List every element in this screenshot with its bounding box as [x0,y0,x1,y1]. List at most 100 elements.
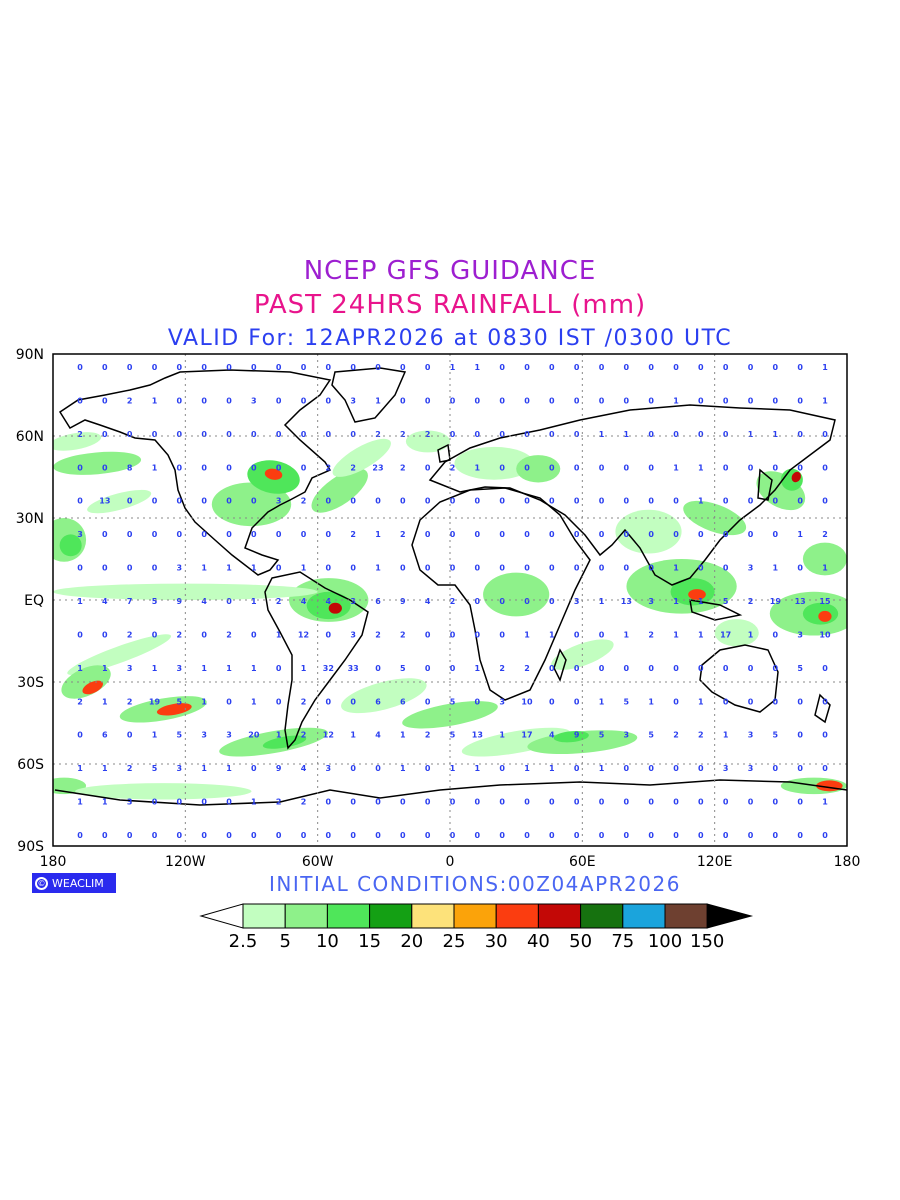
grid-value: 0 [425,697,431,706]
grid-value: 0 [326,564,332,573]
grid-value: 0 [400,497,406,506]
map-title: NCEP GFS GUIDANCE [303,256,597,286]
grid-value: 1 [599,697,605,706]
grid-value: 0 [723,564,729,573]
grid-value: 1 [624,430,630,439]
grid-value: 0 [723,831,729,840]
grid-value: 0 [673,764,679,773]
grid-value: 2 [276,597,282,606]
colorbar-label: 20 [400,931,423,952]
grid-value: 0 [425,497,431,506]
grid-value: 0 [425,363,431,372]
grid-value: 0 [822,430,828,439]
grid-value: 0 [624,463,630,472]
grid-value: 0 [77,564,83,573]
grid-value: 5 [400,664,406,673]
grid-value: 0 [499,630,505,639]
grid-value: 0 [624,564,630,573]
grid-value: 0 [748,396,754,405]
grid-value: 2 [400,463,406,472]
grid-value: 0 [549,497,555,506]
grid-value: 0 [251,497,257,506]
grid-value: 2 [673,731,679,740]
grid-value: 33 [348,664,359,673]
grid-value: 2 [748,597,754,606]
grid-value: 1 [773,564,779,573]
initial-conditions: INITIAL CONDITIONS:00Z04APR2026 [269,872,681,896]
grid-value: 0 [350,363,356,372]
colorbar-swatch [242,903,286,929]
grid-value: 0 [648,764,654,773]
grid-value: 0 [574,697,580,706]
grid-value: 0 [127,497,133,506]
rain-band [461,727,571,757]
grid-value: 0 [574,530,580,539]
grid-value: 0 [524,463,530,472]
grid-value: 0 [773,831,779,840]
grid-value: 2 [127,697,133,706]
grid-value: 0 [797,798,803,807]
rain-band [311,468,368,513]
grid-value: 0 [450,664,456,673]
lon-tick-label: 60W [302,854,334,870]
grid-value: 1 [77,764,83,773]
grid-value: 0 [177,396,183,405]
grid-value: 0 [350,697,356,706]
grid-value: 0 [748,697,754,706]
grid-value: 2 [450,463,456,472]
grid-value: 0 [698,396,704,405]
grid-value: 2 [350,463,356,472]
grid-value: 1 [375,530,381,539]
grid-value: 2 [400,530,406,539]
grid-value: 0 [177,363,183,372]
grid-value: 0 [773,497,779,506]
grid-value: 0 [201,831,207,840]
grid-value: 0 [152,630,158,639]
grid-value: 0 [177,430,183,439]
grid-value: 0 [276,463,282,472]
grid-value: 1 [648,697,654,706]
grid-value: 5 [773,731,779,740]
colorbar-swatch [284,903,328,929]
grid-value: 0 [301,430,307,439]
grid-value: 0 [251,831,257,840]
grid-value: 0 [549,831,555,840]
grid-value: 1 [624,630,630,639]
grid-value: 0 [524,597,530,606]
grid-value: 3 [648,597,654,606]
grid-value: 0 [524,430,530,439]
grid-value: 0 [499,798,505,807]
map-plot-area: 0 0 0 0 0 0 0 0 0 0 0 0 0 0 0 1 1 0 0 0 0 0 0 0 0 0 0 0 0 0 1 0 0 2 1 0 0 0 3 0… [53,354,847,846]
colorbar-swatch [537,903,582,929]
grid-value: 0 [648,664,654,673]
map-frame [52,353,848,847]
grid-value: 1 [251,597,257,606]
grid-value: 0 [773,764,779,773]
grid-value: 0 [673,831,679,840]
grid-value: 0 [673,664,679,673]
grid-value: 0 [425,630,431,639]
grid-value: 0 [77,731,83,740]
grid-value: 1 [475,764,481,773]
lat-tick-label: EQ [24,593,44,609]
valid-time: VALID For: 12APR2026 at 0830 IST /0300 U… [167,326,733,351]
colorbar-label: 50 [569,931,592,952]
grid-value: 0 [797,363,803,372]
grid-value: 0 [698,798,704,807]
grid-value: 0 [499,430,505,439]
colorbar-over-triangle [706,903,754,929]
grid-value: 13 [472,731,483,740]
grid-value: 1 [350,731,356,740]
grid-value: 0 [400,564,406,573]
grid-value: 0 [624,396,630,405]
grid-value: 0 [524,530,530,539]
grid-value: 4 [549,731,555,740]
colorbar-swatch [580,903,624,929]
rainfall-shading [53,430,847,800]
grid-value: 1 [822,396,828,405]
lon-tick-label: 120W [165,854,206,870]
grid-value: 0 [797,697,803,706]
lon-tick-label: 180 [40,854,67,870]
grid-value: 0 [177,530,183,539]
grid-value: 0 [226,497,232,506]
